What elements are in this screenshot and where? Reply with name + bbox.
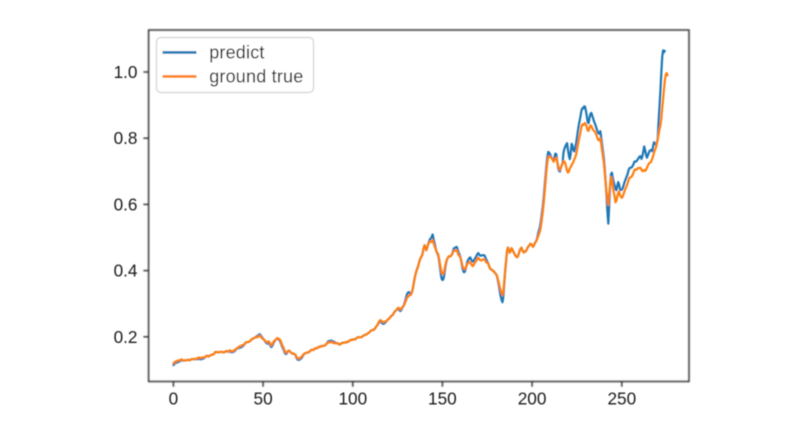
svg-text:ground true: ground true <box>209 66 303 86</box>
svg-text:50: 50 <box>254 388 273 408</box>
svg-text:predict: predict <box>209 42 264 62</box>
svg-text:0: 0 <box>169 388 179 408</box>
svg-text:1.0: 1.0 <box>114 62 138 82</box>
svg-text:0.6: 0.6 <box>114 194 138 214</box>
svg-text:250: 250 <box>607 388 636 408</box>
svg-text:100: 100 <box>338 388 367 408</box>
svg-text:200: 200 <box>518 388 547 408</box>
svg-text:0.8: 0.8 <box>114 128 138 148</box>
svg-text:0.4: 0.4 <box>114 261 138 281</box>
svg-text:0.2: 0.2 <box>114 327 138 347</box>
svg-text:150: 150 <box>428 388 457 408</box>
